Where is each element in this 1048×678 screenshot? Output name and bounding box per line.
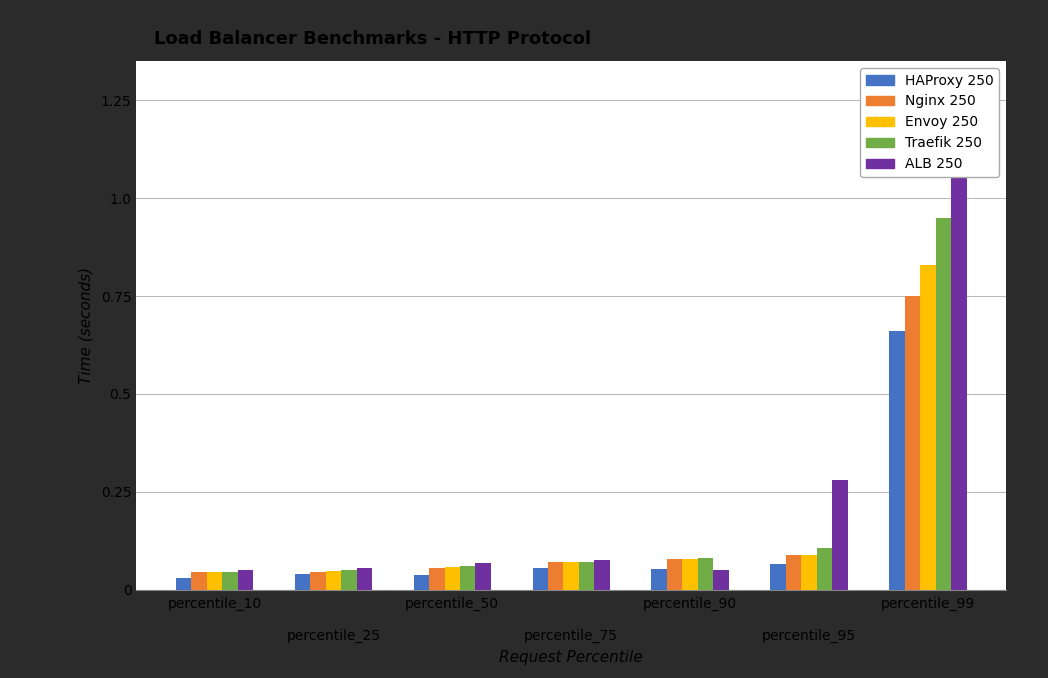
Bar bbox=[176, 578, 191, 590]
Bar bbox=[326, 571, 341, 590]
Y-axis label: Time (seconds): Time (seconds) bbox=[79, 267, 93, 384]
Bar bbox=[429, 568, 444, 590]
Bar bbox=[652, 570, 667, 590]
Bar bbox=[460, 566, 476, 590]
Bar bbox=[667, 559, 682, 590]
Bar bbox=[714, 570, 728, 590]
Bar bbox=[890, 332, 904, 590]
Bar bbox=[952, 163, 966, 590]
Bar bbox=[698, 558, 714, 590]
Bar bbox=[310, 572, 326, 590]
Bar bbox=[206, 572, 222, 590]
Bar bbox=[832, 480, 848, 590]
Bar bbox=[770, 564, 786, 590]
X-axis label: Request Percentile: Request Percentile bbox=[499, 650, 643, 665]
Bar bbox=[476, 563, 490, 590]
Bar bbox=[564, 563, 578, 590]
Bar bbox=[594, 561, 610, 590]
Bar bbox=[920, 264, 936, 590]
Bar bbox=[786, 555, 802, 590]
Bar bbox=[444, 567, 460, 590]
Bar bbox=[816, 548, 832, 590]
Bar bbox=[532, 568, 548, 590]
Text: percentile_25: percentile_25 bbox=[286, 629, 380, 643]
Bar bbox=[294, 574, 310, 590]
Bar bbox=[191, 572, 206, 590]
Bar bbox=[238, 570, 253, 590]
Bar bbox=[414, 575, 429, 590]
Bar bbox=[802, 555, 816, 590]
Bar bbox=[936, 218, 952, 590]
Bar bbox=[548, 563, 564, 590]
Bar bbox=[578, 561, 594, 590]
Bar bbox=[356, 568, 372, 590]
Text: Load Balancer Benchmarks - HTTP Protocol: Load Balancer Benchmarks - HTTP Protocol bbox=[154, 31, 591, 48]
Bar bbox=[222, 572, 238, 590]
Legend: HAProxy 250, Nginx 250, Envoy 250, Traefik 250, ALB 250: HAProxy 250, Nginx 250, Envoy 250, Traef… bbox=[860, 68, 999, 177]
Text: percentile_95: percentile_95 bbox=[762, 629, 856, 643]
Bar bbox=[341, 570, 356, 590]
Bar bbox=[904, 296, 920, 590]
Bar bbox=[682, 559, 698, 590]
Text: percentile_75: percentile_75 bbox=[524, 629, 618, 643]
